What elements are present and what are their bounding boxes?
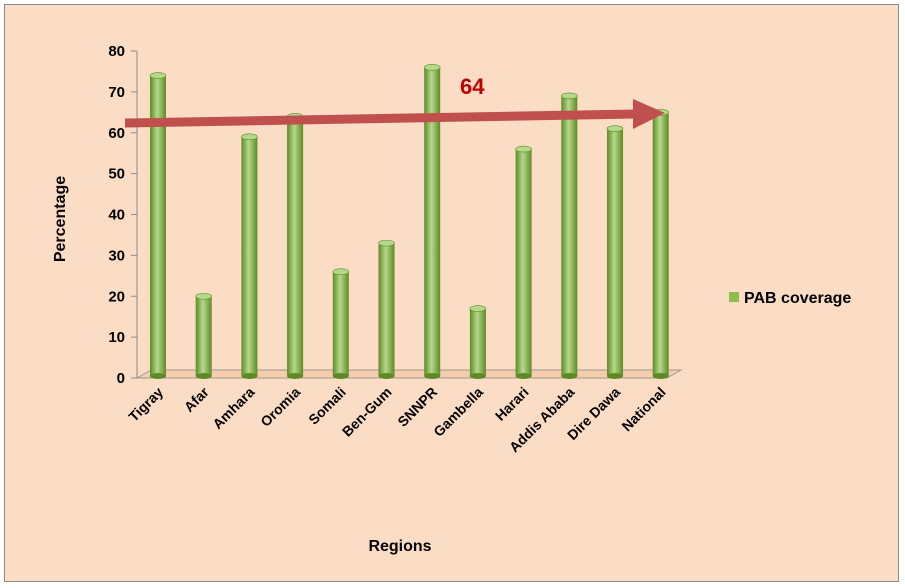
bar-base xyxy=(424,373,441,379)
chart-floor xyxy=(135,369,683,379)
bar-amhara xyxy=(241,133,258,379)
bar-top xyxy=(515,145,532,153)
y-tick-labels: 0 10 20 30 40 50 60 70 80 xyxy=(108,43,125,387)
arrow-shaft xyxy=(124,109,639,128)
bar-base xyxy=(241,373,258,379)
bar-body xyxy=(424,67,441,376)
y-axis-title: Percentage xyxy=(52,176,69,262)
annotation-label: 64 xyxy=(460,74,485,99)
y-tick-label: 40 xyxy=(108,207,125,224)
y-tick-label: 50 xyxy=(108,166,125,183)
x-tick-label: Afar xyxy=(181,383,213,415)
bar-body xyxy=(652,112,669,376)
x-tick-label: Somali xyxy=(305,384,349,428)
y-tick-label: 60 xyxy=(108,125,125,142)
y-axis xyxy=(131,50,138,379)
x-tick-label: National xyxy=(618,384,668,434)
bar-top xyxy=(241,133,258,141)
x-tick-label: SNNPR xyxy=(394,384,440,430)
bar-addis-ababa xyxy=(560,92,578,379)
x-tick-label: Harari xyxy=(492,384,532,424)
bar-base xyxy=(515,373,532,379)
y-tick-label: 10 xyxy=(108,329,125,346)
bar-national xyxy=(652,109,670,379)
bar-body xyxy=(561,95,578,377)
bar-base xyxy=(561,373,578,379)
bar-harari xyxy=(515,145,532,379)
legend-label: PAB coverage xyxy=(744,290,851,307)
bar-tigray xyxy=(149,72,167,379)
bar-ben-gum xyxy=(378,239,395,379)
y-tick-label: 20 xyxy=(108,288,125,305)
bar-top xyxy=(149,72,167,79)
x-axis-title: Regions xyxy=(368,538,431,555)
bar-body xyxy=(515,149,532,376)
bar-base xyxy=(287,373,304,379)
x-tick-label: Ben-Gum xyxy=(339,384,395,440)
legend: PAB coverage xyxy=(729,290,851,307)
bar-top xyxy=(560,92,578,100)
bar-body xyxy=(150,75,166,377)
chart-frame: 0 10 20 30 40 50 60 70 80 Tigray Afar Amhara Oromia… xyxy=(4,4,899,582)
bar-top xyxy=(606,125,624,132)
x-tick-label: Amhara xyxy=(209,384,257,432)
bar-body xyxy=(287,116,304,377)
bar-body xyxy=(195,296,212,376)
y-tick-label: 0 xyxy=(117,370,125,387)
bar-oromia xyxy=(286,113,304,379)
bar-afar xyxy=(195,292,212,379)
bar-body xyxy=(607,128,623,376)
bar-base xyxy=(332,373,349,379)
bar-body xyxy=(241,136,258,376)
bar-somali xyxy=(332,268,350,379)
bar-base xyxy=(195,373,212,379)
legend-swatch xyxy=(729,292,739,302)
bar-gambella xyxy=(469,305,487,379)
arrow-head xyxy=(633,99,665,129)
bar-base xyxy=(607,373,623,379)
bar-top xyxy=(195,292,212,300)
y-tick-label: 30 xyxy=(108,247,125,264)
bar-body xyxy=(378,243,395,376)
x-tick-label: Tigray xyxy=(125,384,166,425)
y-tick-label: 70 xyxy=(108,84,125,101)
bar-base xyxy=(652,373,669,379)
bar-base xyxy=(469,373,486,379)
bars xyxy=(149,64,670,379)
x-tick-label: Oromia xyxy=(257,384,303,430)
y-tick-label: 80 xyxy=(108,43,125,60)
x-tick-label: Gambella xyxy=(430,384,486,440)
bar-body xyxy=(469,308,486,376)
bar-top xyxy=(332,268,350,276)
bar-dire-dawa xyxy=(606,125,624,379)
bar-top xyxy=(469,305,487,312)
bar-top xyxy=(378,239,395,247)
bar-base xyxy=(150,373,166,379)
floor-plane xyxy=(135,369,683,379)
bar-base xyxy=(378,373,395,379)
bar-body xyxy=(332,271,349,376)
trend-arrow xyxy=(124,99,665,129)
bar-top xyxy=(423,64,441,71)
bar-snnpr xyxy=(423,64,441,379)
